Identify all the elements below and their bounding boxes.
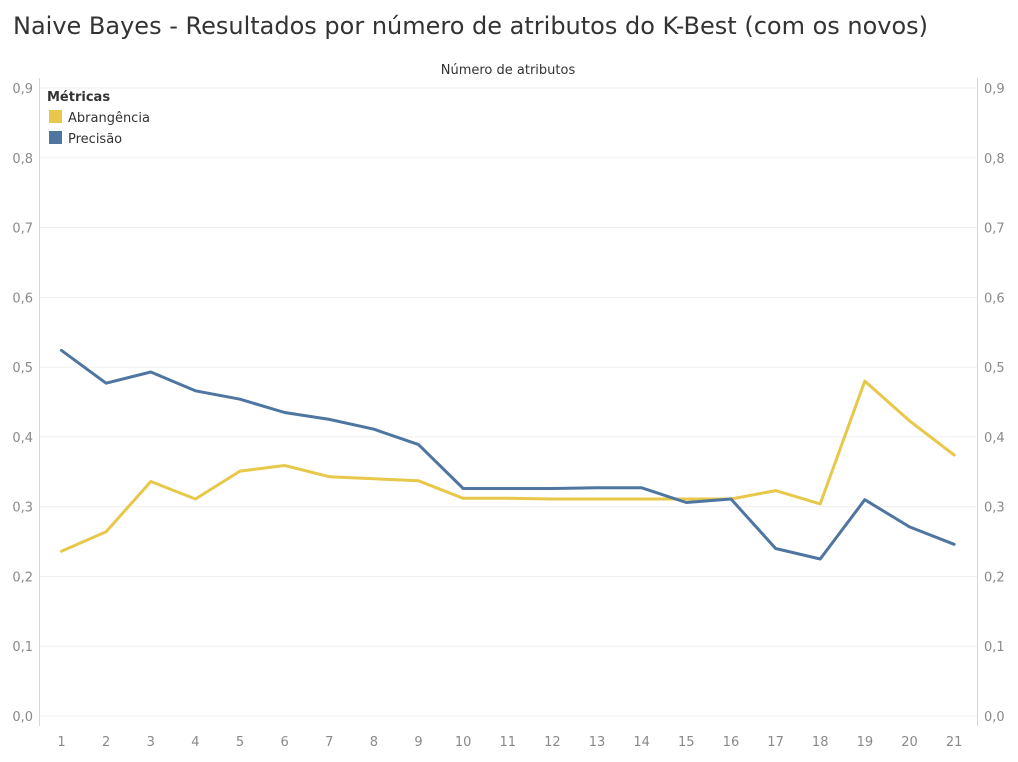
series-line [60, 348, 956, 561]
legend-swatch [49, 131, 62, 144]
y-tick-label: 0,7 [12, 222, 33, 237]
y-tick-label: 0,2 [984, 570, 1005, 585]
x-tick-label: 5 [236, 735, 244, 750]
x-tick-label: 10 [455, 735, 472, 750]
x-tick-label: 15 [678, 735, 695, 750]
y-tick-label: 0,5 [984, 361, 1005, 376]
x-tick-label: 7 [325, 735, 333, 750]
x-axis: 1 2 3 4 5 6 7 8 9 10 11 12 13 14 15 16 17 18 19 20 21 [57, 735, 962, 750]
legend-title: Métricas [47, 90, 110, 105]
legend-item-label: Abrangência [68, 111, 150, 126]
legend-swatch [49, 110, 62, 123]
y-tick-label: 0,6 [12, 291, 33, 306]
x-tick-label: 13 [589, 735, 606, 750]
legend: Métricas Abrangência Precisão [47, 90, 150, 147]
x-tick-label: 12 [544, 735, 561, 750]
x-tick-label: 19 [857, 735, 874, 750]
x-tick-label: 14 [633, 735, 650, 750]
y-tick-label: 0,3 [12, 501, 33, 516]
gridlines [40, 87, 977, 717]
y-tick-label: 0,3 [984, 501, 1005, 516]
y-tick-label: 0,4 [12, 431, 33, 446]
x-tick-label: 18 [812, 735, 829, 750]
y-axis-right: 0,0 0,1 0,2 0,3 0,4 0,5 0,6 0,7 0,8 0,9 [984, 82, 1005, 725]
y-axis-left: 0,0 0,1 0,2 0,3 0,4 0,5 0,6 0,7 0,8 0,9 [12, 82, 33, 725]
y-tick-label: 0,8 [12, 152, 33, 167]
x-tick-label: 20 [901, 735, 918, 750]
x-tick-label: 6 [281, 735, 289, 750]
x-tick-label: 17 [767, 735, 784, 750]
x-tick-label: 11 [500, 735, 517, 750]
x-axis-label: Número de atributos [441, 63, 576, 78]
x-tick-label: 2 [102, 735, 110, 750]
x-tick-label: 9 [414, 735, 422, 750]
y-tick-label: 0,8 [984, 152, 1005, 167]
y-tick-label: 0,1 [984, 640, 1005, 655]
chart-title: Naive Bayes - Resultados por número de a… [13, 12, 929, 40]
y-tick-label: 0,0 [984, 710, 1005, 725]
series-lines [60, 348, 956, 561]
series-line [60, 379, 956, 553]
y-tick-label: 0,4 [984, 431, 1005, 446]
x-tick-label: 21 [946, 735, 963, 750]
x-tick-label: 1 [57, 735, 65, 750]
x-tick-label: 16 [723, 735, 740, 750]
y-tick-label: 0,7 [984, 222, 1005, 237]
x-tick-label: 8 [370, 735, 378, 750]
legend-item-label: Precisão [68, 132, 122, 147]
x-tick-label: 4 [191, 735, 199, 750]
y-tick-label: 0,0 [12, 710, 33, 725]
y-tick-label: 0,2 [12, 570, 33, 585]
y-tick-label: 0,9 [12, 82, 33, 97]
y-tick-label: 0,9 [984, 82, 1005, 97]
y-tick-label: 0,6 [984, 291, 1005, 306]
x-tick-label: 3 [147, 735, 155, 750]
y-tick-label: 0,1 [12, 640, 33, 655]
y-tick-label: 0,5 [12, 361, 33, 376]
